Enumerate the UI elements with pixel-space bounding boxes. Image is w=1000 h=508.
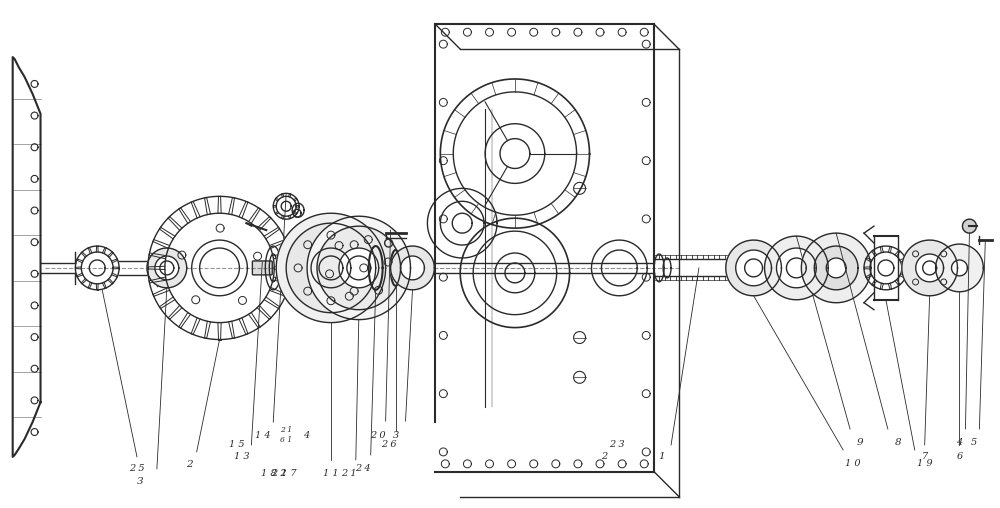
- Polygon shape: [286, 223, 376, 313]
- Text: 2 0: 2 0: [370, 430, 385, 439]
- Text: 8: 8: [895, 438, 901, 448]
- Text: 1 0: 1 0: [845, 459, 861, 468]
- Polygon shape: [765, 236, 828, 300]
- Text: 1 8: 1 8: [261, 469, 277, 479]
- Polygon shape: [776, 248, 816, 288]
- Text: 3: 3: [392, 430, 399, 439]
- Polygon shape: [902, 240, 957, 296]
- Polygon shape: [391, 246, 434, 290]
- Polygon shape: [317, 226, 401, 310]
- Polygon shape: [307, 216, 410, 320]
- Text: 2 4: 2 4: [355, 464, 371, 473]
- Text: 3: 3: [137, 477, 143, 486]
- Polygon shape: [155, 256, 179, 280]
- Text: 2 1
6 1: 2 1 6 1: [280, 426, 292, 443]
- Polygon shape: [916, 254, 944, 282]
- Polygon shape: [962, 219, 976, 233]
- Text: 2 5: 2 5: [129, 464, 145, 473]
- Polygon shape: [339, 248, 379, 288]
- FancyBboxPatch shape: [252, 261, 272, 275]
- Text: 2 6: 2 6: [381, 440, 396, 450]
- Polygon shape: [401, 256, 424, 280]
- Polygon shape: [726, 240, 781, 296]
- Polygon shape: [801, 233, 871, 303]
- Polygon shape: [826, 258, 846, 278]
- Text: 4: 4: [956, 438, 963, 448]
- Polygon shape: [311, 248, 351, 288]
- Polygon shape: [147, 248, 187, 288]
- Text: 2 2: 2 2: [271, 469, 287, 479]
- Text: 1: 1: [658, 452, 664, 461]
- Text: 2: 2: [601, 452, 608, 461]
- Polygon shape: [814, 246, 858, 290]
- Text: 1 1: 1 1: [323, 469, 339, 479]
- Text: 1 5: 1 5: [229, 440, 244, 450]
- Text: 6: 6: [956, 452, 963, 461]
- Polygon shape: [952, 260, 967, 276]
- Text: 4: 4: [303, 430, 309, 439]
- Polygon shape: [936, 244, 983, 292]
- Text: 5: 5: [971, 438, 978, 448]
- Polygon shape: [276, 213, 386, 323]
- Text: 1 3: 1 3: [234, 452, 249, 461]
- Text: 2 1: 2 1: [341, 469, 357, 479]
- Text: 1 7: 1 7: [281, 469, 297, 479]
- Text: 9: 9: [857, 438, 863, 448]
- Polygon shape: [736, 250, 772, 286]
- Text: 7: 7: [922, 452, 928, 461]
- Text: 2 3: 2 3: [610, 440, 625, 450]
- Text: 2: 2: [186, 460, 193, 469]
- Text: 1 9: 1 9: [917, 459, 932, 468]
- Text: 1 4: 1 4: [255, 430, 271, 439]
